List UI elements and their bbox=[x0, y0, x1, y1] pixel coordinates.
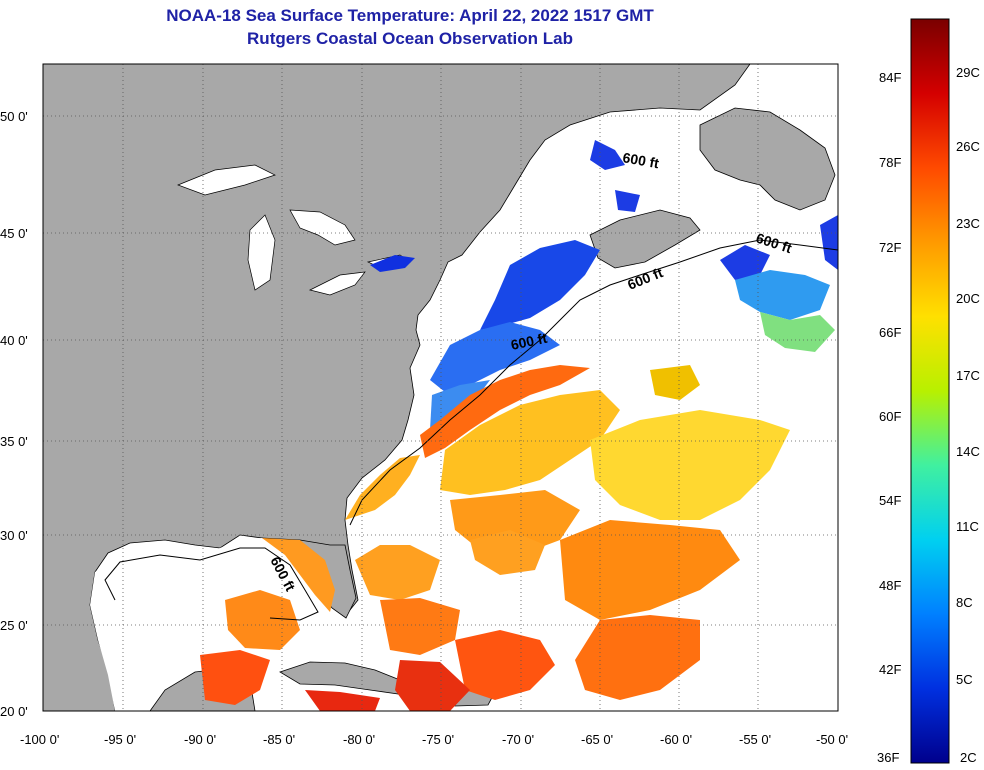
colorbar-c-label: 14C bbox=[956, 444, 980, 459]
gulf-of-mexico bbox=[90, 538, 332, 711]
sst-gulf-stream bbox=[200, 365, 790, 711]
colorbar-f-label: 78F bbox=[879, 155, 901, 170]
colorbar-c-label: 8C bbox=[956, 595, 973, 610]
colorbar-c-label: 5C bbox=[956, 672, 973, 687]
lon-label: -95 0' bbox=[104, 732, 136, 747]
land-newfoundland bbox=[699, 107, 836, 211]
colorbar-c-label: 23C bbox=[956, 216, 980, 231]
colorbar-f-label: 66F bbox=[879, 325, 901, 340]
land-nova-scotia bbox=[589, 209, 701, 269]
colorbar-f-label: 36F bbox=[877, 750, 899, 765]
latitude-labels: 50 0' 45 0' 40 0' 35 0' 30 0' 25 0' 20 0… bbox=[0, 109, 28, 719]
isobath-600ft bbox=[349, 239, 838, 526]
colorbar-c-label: 26C bbox=[956, 139, 980, 154]
lon-label: -60 0' bbox=[660, 732, 692, 747]
lat-label: 50 0' bbox=[0, 109, 28, 124]
lon-label: -100 0' bbox=[20, 732, 59, 747]
great-lakes bbox=[177, 164, 411, 296]
colorbar-f-label: 48F bbox=[879, 578, 901, 593]
lon-label: -65 0' bbox=[581, 732, 613, 747]
map-subtitle: Rutgers Coastal Ocean Observation Lab bbox=[247, 29, 573, 48]
colorbar-f-label: 72F bbox=[879, 240, 901, 255]
lat-label: 20 0' bbox=[0, 704, 28, 719]
colorbar-f-label: 54F bbox=[879, 493, 901, 508]
lon-label: -70 0' bbox=[502, 732, 534, 747]
lon-label: -75 0' bbox=[422, 732, 454, 747]
colorbar-f-label: 42F bbox=[879, 662, 901, 677]
lon-label: -55 0' bbox=[739, 732, 771, 747]
colorbar-celsius-labels: 29C 26C 23C 20C 17C 14C 11C 8C 5C 2C bbox=[956, 65, 980, 765]
lat-label: 45 0' bbox=[0, 226, 28, 241]
colorbar-c-label: 2C bbox=[960, 750, 977, 765]
lat-label: 40 0' bbox=[0, 333, 28, 348]
lon-label: -90 0' bbox=[184, 732, 216, 747]
lat-label: 30 0' bbox=[0, 528, 28, 543]
lon-label: -50 0' bbox=[816, 732, 848, 747]
lon-label: -85 0' bbox=[263, 732, 295, 747]
colorbar-c-label: 20C bbox=[956, 291, 980, 306]
land-north-america bbox=[43, 64, 751, 711]
lat-label: 35 0' bbox=[0, 434, 28, 449]
contour-label: 600 ft bbox=[621, 149, 660, 171]
colorbar bbox=[910, 18, 950, 764]
map-title: NOAA-18 Sea Surface Temperature: April 2… bbox=[166, 6, 654, 25]
lat-label: 25 0' bbox=[0, 618, 28, 633]
colorbar-f-label: 60F bbox=[879, 409, 901, 424]
isobath-600ft-gulf bbox=[104, 547, 319, 621]
colorbar-c-label: 11C bbox=[956, 519, 979, 534]
lon-label: -80 0' bbox=[343, 732, 375, 747]
map-border bbox=[42, 63, 839, 712]
colorbar-c-label: 17C bbox=[956, 368, 980, 383]
colorbar-c-label: 29C bbox=[956, 65, 980, 80]
colorbar-f-label: 84F bbox=[879, 70, 901, 85]
colorbar-fahrenheit-labels: 84F 78F 72F 66F 60F 54F 48F 42F 36F bbox=[877, 70, 901, 765]
contour-label: 600 ft bbox=[509, 330, 548, 353]
longitude-labels: -100 0' -95 0' -90 0' -85 0' -80 0' -75 … bbox=[20, 732, 848, 747]
graticule bbox=[43, 64, 838, 711]
